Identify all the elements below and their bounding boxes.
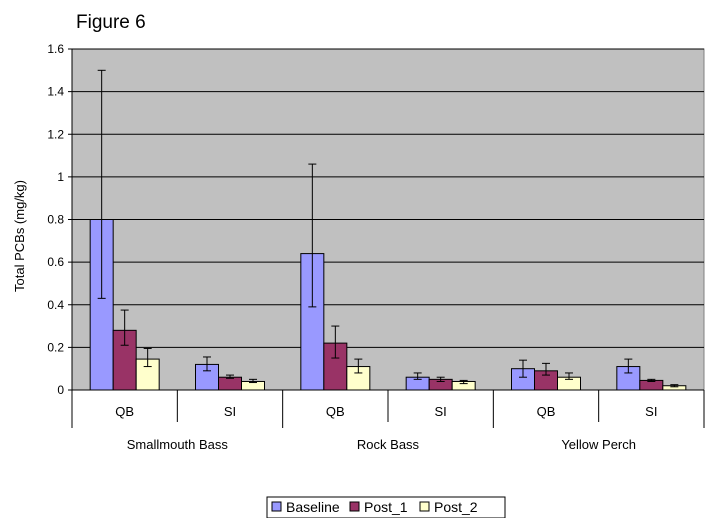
error-bar	[331, 325, 340, 359]
error-bar	[308, 163, 317, 308]
x-tick-label: SI	[435, 404, 447, 419]
error-bar	[565, 372, 573, 380]
x-group-label: Yellow Perch	[561, 437, 636, 452]
y-tick-label: 1.2	[47, 127, 64, 141]
x-tick-label: QB	[326, 404, 345, 419]
legend-box	[266, 496, 506, 518]
x-tick-label: SI	[645, 404, 657, 419]
error-bar	[519, 359, 527, 378]
y-tick-label: 1	[57, 170, 64, 184]
error-bar	[670, 384, 679, 388]
error-bar	[249, 378, 257, 384]
x-group-label: Rock Bass	[357, 437, 420, 452]
bar-post-1	[218, 376, 242, 391]
error-bar	[647, 378, 656, 382]
error-bar	[97, 69, 106, 299]
y-tick-label: 1.4	[47, 85, 64, 99]
y-tick-label: 0.6	[47, 255, 64, 269]
error-bar	[143, 347, 152, 368]
legend-label: Post_1	[364, 499, 408, 515]
error-bar	[120, 309, 129, 346]
legend-swatch	[419, 501, 430, 512]
legend-swatch	[349, 501, 360, 512]
y-axis: 0 0.2 0.4 0.6 0.8 1 1.2 1.4 1.6	[47, 42, 73, 397]
legend: Baseline Post_1 Post_2	[266, 496, 506, 518]
x-tick-label: QB	[537, 404, 556, 419]
x-tick-label: SI	[224, 404, 236, 419]
legend-label: Post_2	[434, 499, 478, 515]
x-group-label: Smallmouth Bass	[127, 437, 229, 452]
error-bar	[624, 358, 633, 374]
y-axis-label: Total PCBs (mg/kg)	[12, 180, 27, 292]
error-bar	[436, 376, 445, 382]
y-tick-label: 0.8	[47, 213, 64, 227]
error-bar	[226, 374, 234, 379]
gridlines	[72, 48, 704, 348]
legend-label: Baseline	[286, 499, 340, 515]
error-bar	[413, 372, 422, 380]
x-axis: QB SI QB SI QB SI Smallmouth Bass Rock Bass Yell…	[71, 389, 705, 452]
y-tick-label: 0	[57, 383, 64, 397]
x-tick-label: QB	[115, 404, 134, 419]
bars	[89, 219, 687, 391]
error-bar	[459, 379, 468, 385]
error-bar	[542, 362, 550, 376]
error-bar	[203, 356, 211, 372]
error-bar	[354, 358, 363, 374]
chart-title: Figure 6	[76, 12, 146, 33]
error-bars	[97, 69, 679, 388]
y-tick-label: 0.2	[47, 340, 64, 354]
y-tick-label: 0.4	[47, 298, 64, 312]
legend-swatch	[271, 501, 282, 512]
y-tick-label: 1.6	[47, 42, 64, 56]
